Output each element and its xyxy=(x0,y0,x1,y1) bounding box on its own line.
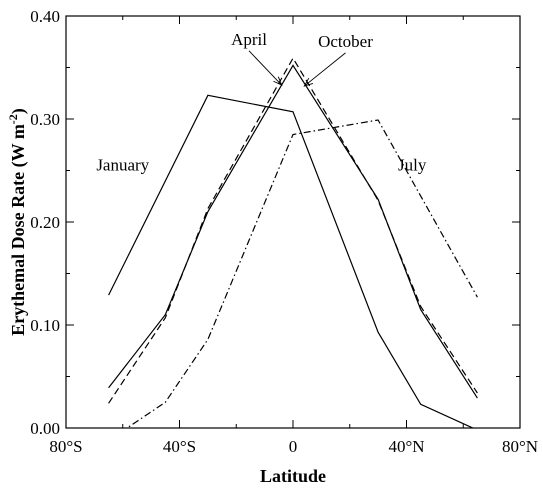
y-tick-label: 0.20 xyxy=(30,213,60,232)
series-layer xyxy=(108,57,478,428)
x-tick-label: 40°N xyxy=(388,437,424,456)
annotation-october: October xyxy=(318,32,373,51)
annotation-january: January xyxy=(96,156,149,175)
x-axis-title: Latitude xyxy=(260,466,326,486)
annotation-arrow-april xyxy=(248,50,282,86)
x-tick-label: 40°S xyxy=(163,437,196,456)
x-tick-label: 80°S xyxy=(49,437,82,456)
series-line-october xyxy=(108,57,478,404)
y-tick-label: 0.30 xyxy=(30,110,60,129)
y-axis-title: Erythemal Dose Rate (W m-2) xyxy=(6,108,29,336)
annotation-july: July xyxy=(398,156,427,175)
annotation-arrowhead-october xyxy=(303,77,314,87)
y-axis-title-main: Erythemal Dose Rate (W m xyxy=(8,124,29,336)
y-tick-label: 0.00 xyxy=(30,419,60,438)
x-tick-label: 0 xyxy=(289,437,298,456)
annotation-layer: January July April October xyxy=(96,30,427,175)
plot-frame xyxy=(65,15,521,429)
series-line-april xyxy=(108,64,478,399)
y-tick-label: 0.40 xyxy=(30,7,60,26)
annotation-arrowhead-april xyxy=(273,76,283,86)
x-tick-label: 80°N xyxy=(502,437,538,456)
annotation-april: April xyxy=(231,30,267,49)
axis-ticks: 80°S 40°S 0 40°N 80°N 0.00 0.10 0.20 0.30 0.40 xyxy=(30,7,538,456)
y-axis-title-close: ) xyxy=(8,108,29,114)
y-tick-label: 0.10 xyxy=(30,316,60,335)
y-axis-title-superscript: -2 xyxy=(6,114,20,124)
annotation-arrow-october xyxy=(304,52,346,87)
series-line-january xyxy=(108,94,475,428)
